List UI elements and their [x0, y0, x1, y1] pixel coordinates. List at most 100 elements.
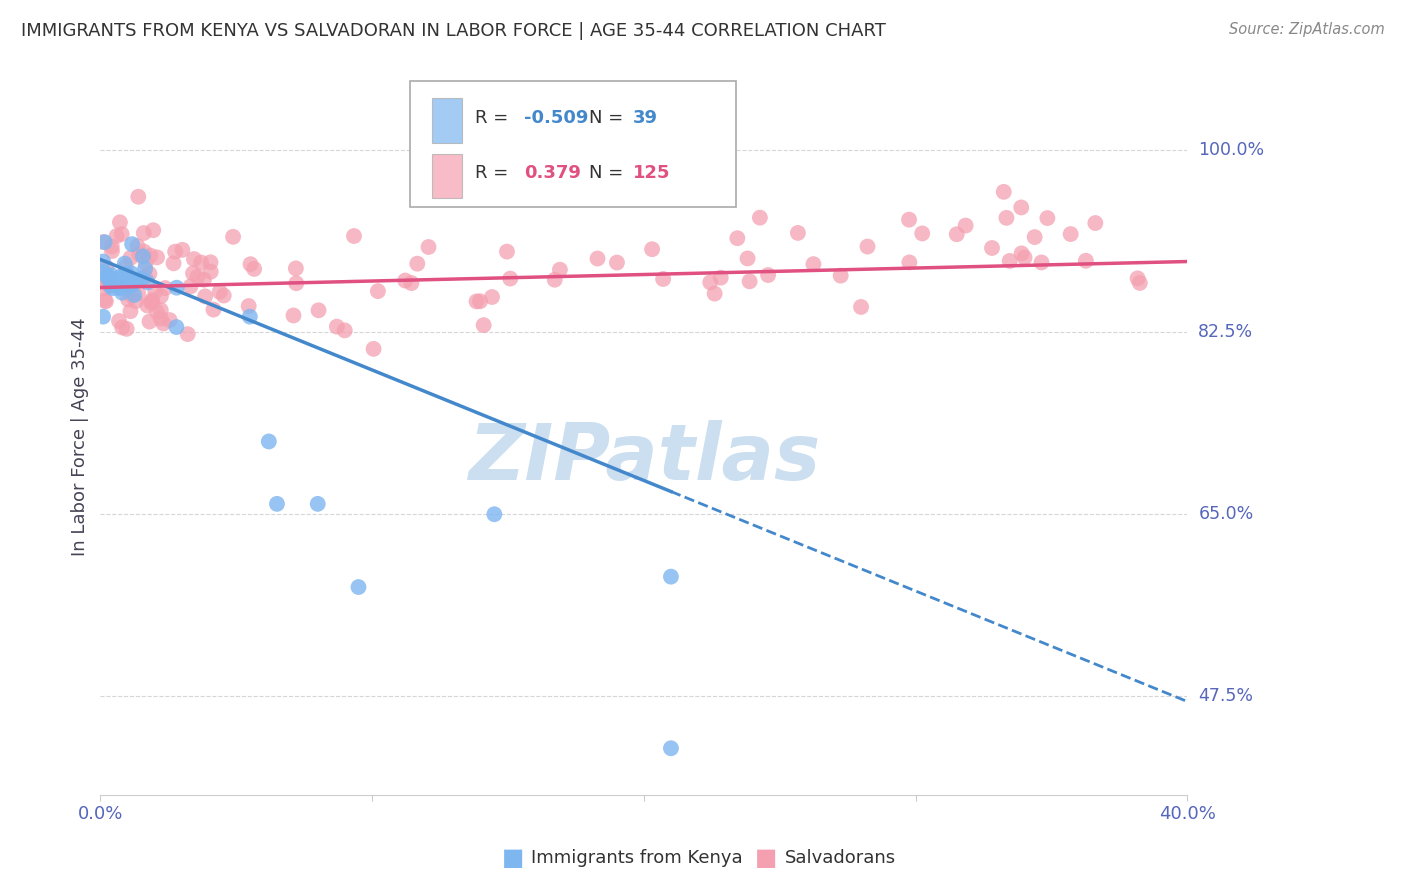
Point — [149, 303, 172, 318]
Point — [91, 235, 114, 249]
Text: R =: R = — [475, 164, 515, 182]
Point — [285, 277, 308, 291]
Point — [401, 276, 423, 290]
Point — [159, 313, 181, 327]
Point — [91, 265, 114, 279]
Point — [120, 288, 142, 302]
Point — [955, 219, 977, 233]
Point — [134, 261, 156, 276]
Point — [1014, 251, 1036, 265]
Point — [544, 273, 567, 287]
Point — [166, 281, 188, 295]
Text: 0.379: 0.379 — [524, 164, 581, 182]
Point — [212, 288, 235, 302]
Point — [111, 227, 134, 241]
Point — [149, 311, 172, 326]
Point — [738, 274, 761, 288]
Point — [132, 226, 155, 240]
Point — [153, 281, 176, 295]
Point — [468, 294, 491, 309]
Point — [162, 256, 184, 270]
Point — [756, 268, 779, 282]
Point — [108, 314, 131, 328]
Point — [152, 317, 174, 331]
Point — [101, 239, 124, 253]
Text: 100.0%: 100.0% — [1198, 141, 1264, 160]
Point — [710, 270, 733, 285]
Point — [465, 294, 488, 309]
Point — [124, 288, 146, 302]
Point — [165, 320, 187, 334]
Text: Immigrants from Kenya: Immigrants from Kenya — [531, 849, 744, 867]
Point — [141, 293, 163, 308]
Bar — [432, 98, 463, 143]
Point — [96, 274, 118, 288]
Point — [283, 309, 305, 323]
Point — [1031, 255, 1053, 269]
Point — [945, 227, 967, 242]
Point — [998, 254, 1021, 268]
Point — [659, 741, 682, 756]
Point — [830, 268, 852, 283]
Point — [138, 314, 160, 328]
Point — [472, 318, 495, 333]
Point — [101, 244, 124, 258]
Point — [139, 248, 162, 262]
Point — [165, 244, 187, 259]
Point — [121, 267, 143, 281]
Point — [1024, 230, 1046, 244]
Text: N =: N = — [589, 109, 630, 127]
Text: 47.5%: 47.5% — [1198, 687, 1253, 706]
Point — [786, 226, 808, 240]
Point — [98, 270, 121, 285]
Point — [186, 269, 208, 284]
Point — [911, 227, 934, 241]
Point — [127, 190, 149, 204]
Point — [993, 185, 1015, 199]
Point — [238, 299, 260, 313]
Point — [179, 279, 201, 293]
Point — [394, 274, 416, 288]
Text: 65.0%: 65.0% — [1198, 505, 1254, 524]
Text: 39: 39 — [633, 109, 658, 127]
Point — [91, 310, 114, 324]
Point — [1059, 227, 1081, 241]
Point — [115, 322, 138, 336]
Point — [146, 251, 169, 265]
Point — [108, 279, 131, 293]
Point — [146, 304, 169, 318]
Text: 125: 125 — [633, 164, 671, 182]
Point — [222, 229, 245, 244]
Point — [981, 241, 1004, 255]
Point — [626, 190, 648, 204]
Point — [307, 497, 329, 511]
Point — [128, 247, 150, 261]
Point — [266, 497, 288, 511]
Point — [114, 257, 136, 271]
Point — [699, 276, 721, 290]
Point — [243, 261, 266, 276]
Point — [105, 229, 128, 244]
Point — [97, 278, 120, 293]
Point — [141, 294, 163, 309]
Point — [96, 260, 118, 275]
Point — [97, 268, 120, 283]
Point — [176, 327, 198, 342]
Point — [367, 284, 389, 298]
Text: N =: N = — [589, 164, 630, 182]
Text: ZIPatlas: ZIPatlas — [468, 420, 820, 496]
Point — [98, 272, 121, 286]
Point — [548, 262, 571, 277]
Point — [93, 235, 115, 249]
Point — [108, 215, 131, 229]
Text: -0.509: -0.509 — [524, 109, 589, 127]
Point — [132, 249, 155, 263]
Point — [418, 240, 440, 254]
Point — [343, 229, 366, 244]
Point — [849, 300, 872, 314]
Point — [200, 265, 222, 279]
Point — [125, 294, 148, 309]
Point — [363, 342, 385, 356]
Text: ■: ■ — [502, 847, 524, 870]
Point — [257, 434, 280, 449]
